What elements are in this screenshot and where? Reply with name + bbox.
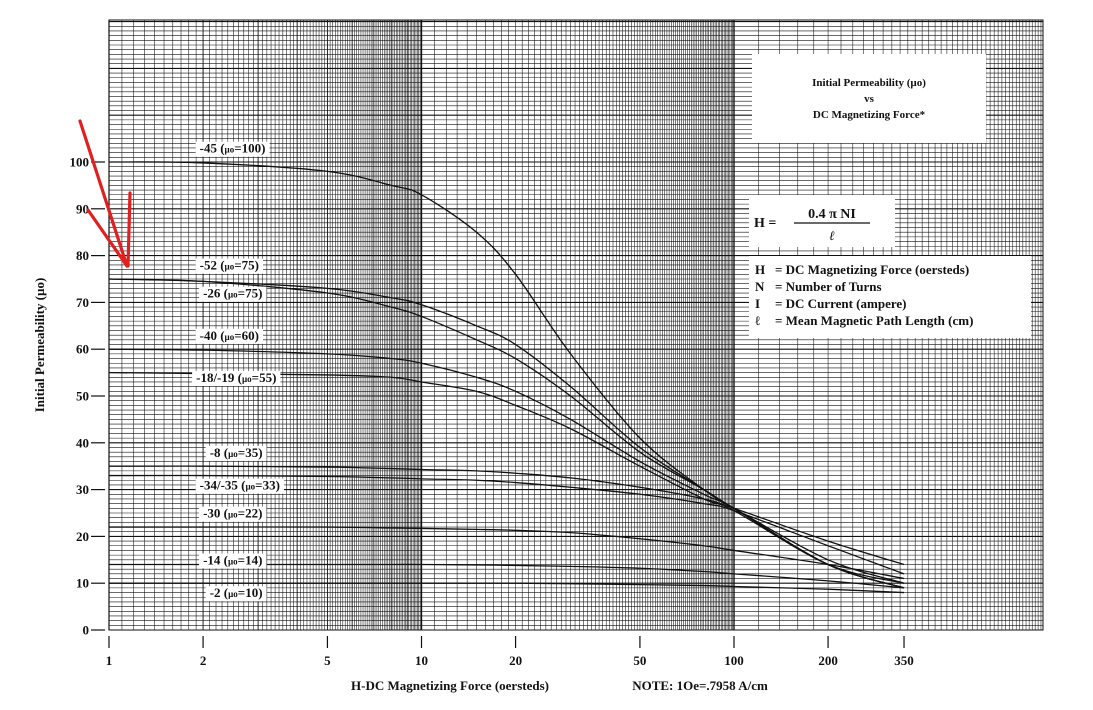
chart-title-vs: vs	[864, 93, 875, 105]
series-label-text: -14 (µo=14)	[203, 552, 262, 567]
formula-lhs: H =	[754, 216, 776, 231]
definition-symbol: N	[755, 279, 765, 294]
x-tick-label: 100	[724, 653, 744, 668]
y-tick-label: 70	[76, 295, 89, 310]
title-box-background	[752, 54, 986, 143]
y-tick-label: 80	[76, 248, 89, 263]
series-label-background	[192, 370, 281, 386]
series-label-background	[199, 506, 267, 522]
chart-subtitle: DC Magnetizing Force*	[813, 109, 926, 121]
y-tick-label: 0	[83, 623, 90, 638]
annotation-arrow-icon	[78, 119, 132, 268]
annotation-arrow-head-left	[86, 208, 129, 268]
curves	[108, 161, 905, 594]
definition-symbol: I	[755, 296, 760, 311]
x-tick-label: 5	[324, 653, 331, 668]
x-tick-label: 200	[818, 653, 838, 668]
y-tick-label: 40	[76, 435, 89, 450]
formula-denominator: ℓ	[829, 228, 835, 243]
series-label-background	[195, 258, 264, 274]
series-label-background	[195, 478, 284, 494]
definition-text: = Number of Turns	[775, 279, 882, 294]
y-tick-label: 60	[76, 342, 89, 357]
definition-symbol: ℓ	[754, 313, 760, 328]
y-tick-label: 50	[76, 389, 89, 404]
chart-title: Initial Permeability (µo)	[812, 77, 926, 89]
formula-box-background	[749, 195, 895, 247]
definition-symbol: H	[755, 262, 765, 277]
series-curve--2	[108, 582, 905, 594]
series-label: -18/-19 (µo=55)	[192, 370, 281, 386]
formula-box: H = 0.4 π NI ℓ	[749, 195, 895, 247]
series-label-background	[199, 286, 267, 302]
definitions-box: H = DC Magnetizing Force (oersteds) N = Num…	[749, 256, 1031, 338]
series-curve--40	[108, 348, 905, 589]
x-tick-label: 2	[200, 653, 207, 668]
series-label-text: -45 (µo=100)	[200, 141, 266, 156]
series-label-background	[199, 553, 267, 569]
series-curve--14	[108, 563, 905, 589]
x-tick-label: 1	[106, 653, 113, 668]
y-tick-label: 20	[76, 529, 89, 544]
definition-text: = DC Magnetizing Force (oersteds)	[775, 262, 969, 277]
series-label-background	[205, 445, 267, 461]
series-label-text: -34/-35 (µo=33)	[200, 478, 280, 493]
series-curve--18--19	[108, 371, 905, 584]
series-curve--8	[108, 465, 905, 566]
series-label: -45 (µo=100)	[195, 141, 270, 157]
axes: 1 2 5 10 20 50 100 200 350 0 10 20 30 40 50 60 70 80 90 100	[70, 155, 914, 669]
x-tick-label: 10	[415, 653, 428, 668]
series-label: -34/-35 (µo=33)	[195, 478, 284, 494]
y-tick-label: 10	[76, 576, 89, 591]
x-tick-label: 20	[509, 653, 522, 668]
series-label-background	[195, 141, 270, 157]
series-label: -52 (µo=75)	[195, 258, 264, 274]
series-label: -8 (µo=35)	[205, 445, 267, 461]
series-label: -30 (µo=22)	[199, 506, 267, 522]
definition-text: = Mean Magnetic Path Length (cm)	[775, 313, 973, 328]
series-label-text: -2 (µo=10)	[210, 585, 263, 600]
series-label: -2 (µo=10)	[205, 585, 267, 602]
series-label-text: -26 (µo=75)	[203, 286, 262, 301]
series-label-background	[205, 586, 267, 602]
series-curve--30	[108, 526, 905, 580]
annotation-arrow-shaft	[78, 119, 129, 268]
series-labels: -45 (µo=100) -52 (µo=75) -26 (µo=75) -40 (µ…	[192, 141, 284, 602]
series-label: -14 (µo=14)	[199, 552, 267, 569]
definition-text: = DC Current (ampere)	[775, 296, 906, 311]
series-label-text: -52 (µo=75)	[200, 258, 259, 273]
title-box: Initial Permeability (µo) vs DC Magnetiz…	[752, 54, 986, 143]
series-label-text: -8 (µo=35)	[210, 445, 263, 460]
x-tick-label: 350	[894, 653, 914, 668]
formula-numerator: 0.4 π NI	[808, 207, 856, 222]
series-curve--34--35	[108, 474, 905, 575]
series-label-text: -18/-19 (µo=55)	[196, 370, 276, 385]
x-axis-title: H-DC Magnetizing Force (oersteds)	[351, 678, 549, 693]
series-label-text: -40 (µo=60)	[200, 328, 259, 343]
series-label: -26 (µo=75)	[199, 286, 267, 302]
y-axis-title: Initial Permeability (µo)	[32, 278, 47, 413]
series-label-background	[195, 328, 264, 344]
x-tick-label: 50	[633, 653, 646, 668]
definitions-box-background	[749, 256, 1031, 338]
y-tick-label: 90	[76, 201, 89, 216]
series-label-text: -30 (µo=22)	[203, 506, 262, 521]
series-label: -40 (µo=60)	[195, 328, 264, 344]
unit-note: NOTE: 1Oe=.7958 A/cm	[632, 678, 768, 693]
y-tick-label: 30	[76, 482, 89, 497]
annotation-arrow-head-right	[126, 191, 132, 268]
y-tick-label: 100	[70, 155, 90, 170]
